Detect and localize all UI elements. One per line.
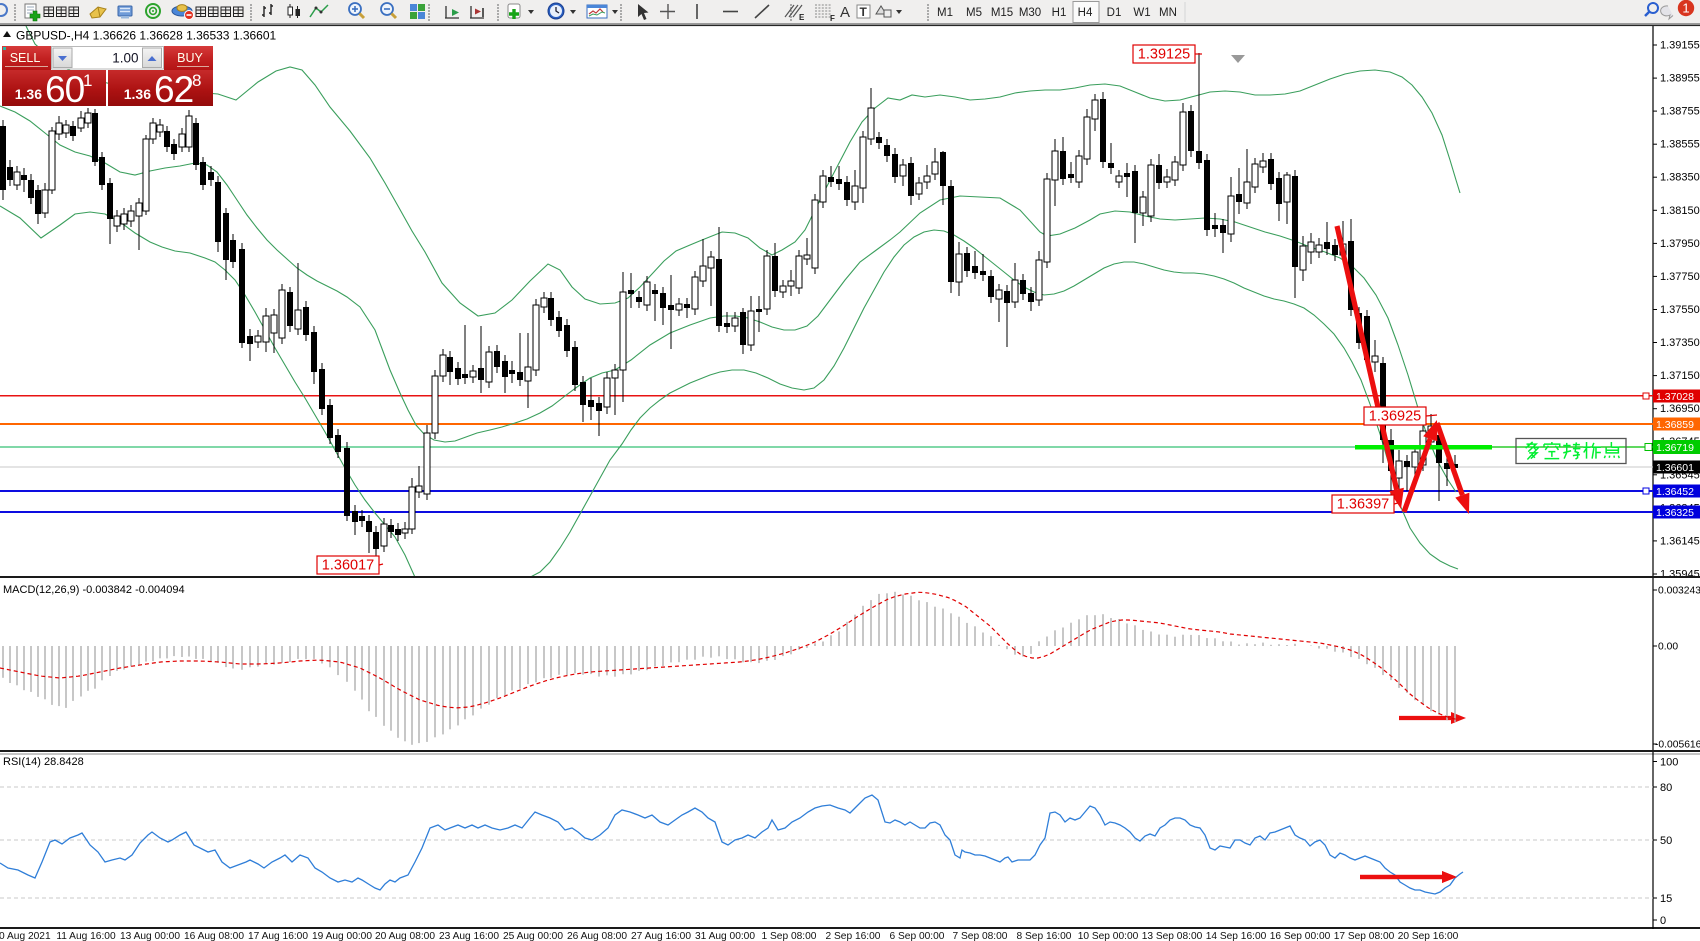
svg-text:1.36: 1.36 [124,86,151,102]
svg-text:1.38555: 1.38555 [1660,139,1700,151]
svg-text:1 Sep 08:00: 1 Sep 08:00 [762,931,817,941]
svg-text:13 Aug 00:00: 13 Aug 00:00 [120,931,180,941]
svg-text:1.39155: 1.39155 [1660,40,1700,52]
svg-text:10 Aug 2021: 10 Aug 2021 [0,931,51,941]
svg-text:1.38150: 1.38150 [1660,205,1700,217]
svg-text:1.36: 1.36 [15,86,42,102]
svg-text:H4: H4 [1078,7,1093,19]
svg-text:1.36145: 1.36145 [1660,535,1700,547]
svg-text:1.37550: 1.37550 [1660,304,1700,316]
svg-text:62: 62 [154,69,193,110]
svg-text:25 Aug 00:00: 25 Aug 00:00 [503,931,563,941]
svg-text:26 Aug 08:00: 26 Aug 08:00 [567,931,627,941]
svg-text:7 Sep 08:00: 7 Sep 08:00 [953,931,1008,941]
svg-text:SELL: SELL [10,51,41,65]
svg-text:A: A [840,4,850,21]
svg-text:E: E [799,13,805,22]
svg-text:1.36859: 1.36859 [1656,419,1694,431]
svg-text:M1: M1 [937,7,953,19]
svg-text:1.36017: 1.36017 [322,558,374,574]
svg-text:17 Sep 08:00: 17 Sep 08:00 [1334,931,1395,941]
svg-text:1.36452: 1.36452 [1656,486,1694,498]
svg-text:F: F [830,14,835,23]
svg-text:20 Sep 16:00: 20 Sep 16:00 [1398,931,1459,941]
svg-text:M15: M15 [991,7,1013,19]
svg-text:MACD(12,26,9) -0.003842 -0.004: MACD(12,26,9) -0.003842 -0.004094 [3,584,185,596]
svg-text:15: 15 [1660,893,1672,905]
svg-text:T: T [860,5,868,19]
svg-text:W1: W1 [1133,7,1150,19]
svg-text:1.36601: 1.36601 [1656,462,1694,474]
svg-text:1.38955: 1.38955 [1660,73,1700,85]
svg-text:1.37350: 1.37350 [1660,337,1700,349]
svg-text:100: 100 [1660,756,1678,768]
svg-text:60: 60 [45,69,85,110]
svg-text:8 Sep 16:00: 8 Sep 16:00 [1017,931,1072,941]
svg-text:-0.005616: -0.005616 [1655,740,1700,751]
svg-text:1.38755: 1.38755 [1660,106,1700,118]
svg-text:GBPUSD-,H4 1.36626 1.36628 1.: GBPUSD-,H4 1.36626 1.36628 1.36533 1.366… [16,29,277,43]
svg-text:23 Aug 16:00: 23 Aug 16:00 [439,931,499,941]
svg-text:16 Sep 00:00: 16 Sep 00:00 [1270,931,1331,941]
svg-text:1.36950: 1.36950 [1660,403,1700,415]
svg-text:1.37750: 1.37750 [1660,271,1700,283]
svg-text:2 Sep 16:00: 2 Sep 16:00 [826,931,881,941]
svg-text:19 Aug 00:00: 19 Aug 00:00 [312,931,372,941]
svg-text:80: 80 [1660,782,1672,794]
svg-text:16 Aug 08:00: 16 Aug 08:00 [184,931,244,941]
svg-text:1.38350: 1.38350 [1660,172,1700,184]
svg-text:31 Aug 00:00: 31 Aug 00:00 [695,931,755,941]
svg-text:14 Sep 16:00: 14 Sep 16:00 [1206,931,1267,941]
svg-text:1.37950: 1.37950 [1660,238,1700,250]
svg-text:1.00: 1.00 [112,51,138,66]
svg-text:M5: M5 [966,7,982,19]
svg-text:1: 1 [1682,1,1689,16]
svg-text:13 Sep 08:00: 13 Sep 08:00 [1142,931,1203,941]
svg-text:10 Sep 00:00: 10 Sep 00:00 [1078,931,1139,941]
svg-text:1: 1 [83,71,92,90]
svg-text:1.37150: 1.37150 [1660,370,1700,382]
svg-text:M30: M30 [1019,7,1041,19]
svg-text:0.003243: 0.003243 [1658,586,1700,597]
svg-text:50: 50 [1660,835,1672,847]
svg-text:8: 8 [192,71,201,90]
svg-text:6 Sep 00:00: 6 Sep 00:00 [890,931,945,941]
svg-text:20 Aug 08:00: 20 Aug 08:00 [375,931,435,941]
svg-text:1.39125: 1.39125 [1138,47,1190,63]
svg-text:1.37028: 1.37028 [1656,391,1694,403]
svg-text:27 Aug 16:00: 27 Aug 16:00 [631,931,691,941]
svg-text:H1: H1 [1052,7,1067,19]
svg-text:1.36325: 1.36325 [1656,507,1694,519]
svg-text:1.36719: 1.36719 [1656,442,1694,454]
svg-text:1.36925: 1.36925 [1369,409,1421,425]
svg-text:MN: MN [1159,7,1177,19]
svg-text:17 Aug 16:00: 17 Aug 16:00 [248,931,308,941]
svg-text:0: 0 [1660,915,1666,927]
svg-text:D1: D1 [1107,7,1122,19]
svg-text:11 Aug 16:00: 11 Aug 16:00 [56,931,116,941]
svg-text:1.36397: 1.36397 [1337,497,1389,513]
svg-text:0.00: 0.00 [1658,642,1678,653]
svg-text:BUY: BUY [177,51,203,65]
svg-text:RSI(14) 28.8428: RSI(14) 28.8428 [3,756,84,768]
svg-text:1.35945: 1.35945 [1660,569,1700,581]
